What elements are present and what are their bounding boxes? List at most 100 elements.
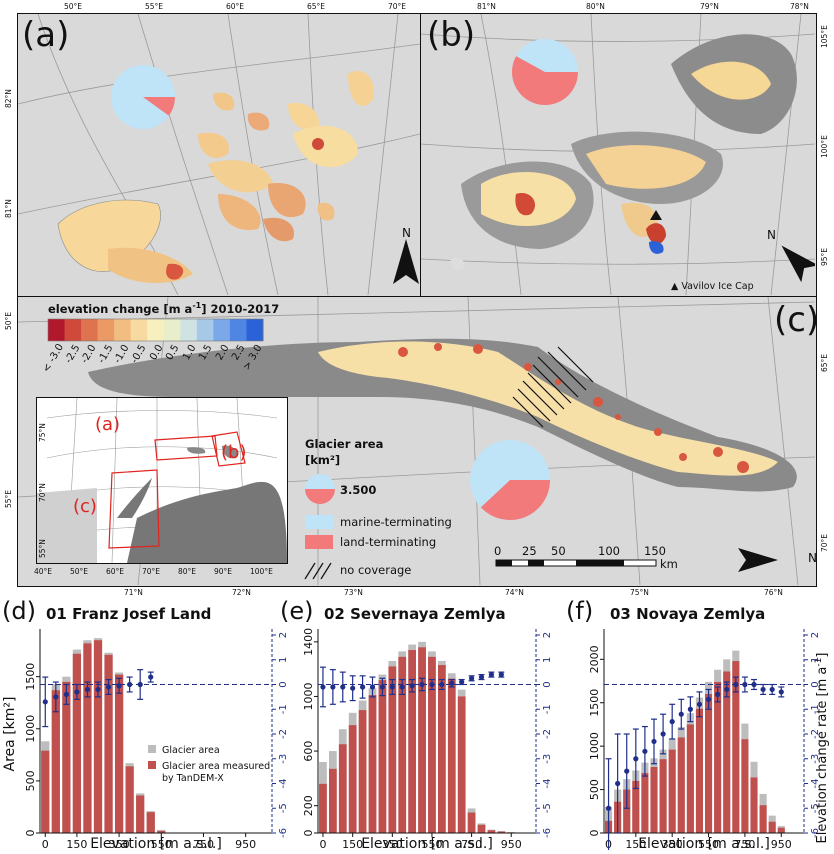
scale-0: 0	[494, 544, 502, 558]
elev-change-point	[769, 686, 775, 693]
colorbar-segment	[48, 319, 66, 341]
elev-change-point	[715, 691, 721, 697]
inset-lat-1: 70°N	[38, 483, 47, 502]
legend-measured-swatch	[148, 761, 156, 769]
x-tick-label: 150	[66, 838, 87, 850]
pie-c	[470, 440, 550, 520]
panel-label-a: (a)	[22, 15, 70, 55]
bar-measured	[477, 824, 486, 833]
tick-a-lon-3: 65°E	[307, 2, 326, 11]
bar-measured	[732, 661, 740, 833]
elev-change-point	[488, 672, 495, 678]
y2-tick-label: -4	[810, 779, 821, 789]
inset-lat-2: 55°N	[38, 539, 47, 558]
x-axis-title: Elevation [m a.s.l.]	[638, 836, 770, 850]
elev-change-point	[760, 686, 766, 693]
colorbar	[47, 318, 264, 342]
histogram-charts: 0 500 1000 1500 2 1 0 -1 -2 -3 -4 -5 -6 0 150 350 550 750…	[0, 595, 834, 854]
chart-title: 01 Franz Josef Land	[46, 605, 211, 623]
tick-a-lon-2: 60°E	[226, 2, 245, 11]
legend-measured-label: Glacier area measured	[162, 761, 270, 772]
elev-change-point	[42, 699, 48, 705]
bar-measured	[157, 830, 166, 833]
chart-title: 03 Novaya Zemlya	[610, 605, 765, 623]
legend-area-value: 3.500	[340, 483, 377, 497]
tick-b-lon-3: 78°N	[790, 2, 809, 11]
north-arrow-b	[781, 245, 815, 283]
elev-change-point	[399, 684, 405, 690]
elev-change-point	[449, 680, 455, 686]
colorbar-title-pre: elevation change [m a	[48, 301, 193, 316]
y2-tick-label: 1	[278, 657, 289, 663]
elev-change-point	[605, 805, 612, 811]
y2-tick-label: -6	[542, 828, 553, 838]
bar-measured	[319, 783, 327, 833]
y-tick-label: 500	[588, 779, 601, 800]
y2-tick-label: -6	[278, 828, 289, 838]
y-tick-label: 500	[24, 770, 37, 791]
bar-measured	[388, 666, 397, 833]
elev-change-point	[669, 719, 675, 725]
y-tick-label: 1500	[24, 663, 37, 691]
elev-change-point	[633, 756, 639, 762]
colorbar-segment	[64, 319, 82, 341]
bar-measured	[759, 805, 767, 833]
colorbar-segment	[81, 319, 99, 341]
pie-slice-land	[512, 56, 578, 105]
elev-change-point	[439, 681, 445, 688]
y2-tick-label: -3	[278, 754, 289, 764]
legend-nocov-swatch	[304, 562, 332, 580]
colorbar-segment	[213, 319, 231, 341]
elev-change-point	[419, 681, 425, 688]
elev-change-point	[95, 686, 101, 693]
x-tick-label: 950	[235, 838, 256, 850]
x-tick-label: 150	[342, 838, 363, 850]
novaya-zemlya-ice	[318, 341, 778, 476]
y-tick-label: 2000	[588, 645, 601, 673]
scale-100: 100	[598, 544, 620, 558]
elev-change-point	[651, 738, 657, 745]
tick-c-lat-right-0: 65°E	[820, 353, 829, 372]
pie-b	[512, 39, 578, 105]
tick-c-lat-left-0: 50°E	[4, 311, 13, 330]
north-label-c: N	[808, 551, 817, 565]
elev-change-point	[459, 679, 465, 685]
elev-change-point	[660, 731, 666, 737]
x-tick-label: 750	[193, 838, 214, 850]
novaya-zemlya-south	[88, 338, 797, 492]
elev-change-point	[624, 768, 630, 774]
y2-tick-label: 2	[278, 632, 289, 638]
chart-3: 0500100015002000210-1-2-3-4-5-6015035055…	[566, 597, 830, 854]
bar-measured	[641, 773, 649, 833]
legend-nocov: no coverage	[340, 563, 412, 577]
elev-change-point	[320, 684, 326, 690]
bar-measured	[51, 690, 60, 833]
bar-measured	[777, 827, 785, 833]
elev-change-point	[498, 672, 504, 678]
inset-region-b: (b)	[221, 442, 247, 463]
elev-change-point	[778, 689, 784, 695]
bar-measured	[768, 821, 776, 833]
chart-2: 0 200 600 1000 1400 2 1 0 -1 -2 -3 -4 -5 -6 0 150 350 550…	[280, 597, 553, 852]
bar-measured	[398, 656, 407, 833]
elev-change-point	[53, 694, 59, 700]
y-tick-label: 0	[302, 830, 315, 837]
elev-change-point	[742, 681, 748, 688]
bar-measured	[714, 681, 722, 833]
y2-tick-label: 1	[810, 657, 821, 663]
x-axis-title: Elevation [m a.s.l.]	[361, 836, 493, 850]
bar-measured	[368, 695, 377, 833]
x-tick-label: 0	[319, 838, 326, 850]
y2-tick-label: 0	[542, 681, 553, 687]
colorbar-segment	[180, 319, 198, 341]
bar-measured	[328, 768, 337, 833]
bar-measured	[659, 759, 667, 833]
bar-measured	[348, 725, 357, 833]
bar-measured	[41, 750, 50, 833]
colorbar-segment	[114, 319, 132, 341]
map-panel-c: (c) elevation change [m a-1] 2010-2017 <…	[17, 296, 817, 587]
inset-lon-0: 40°E	[34, 567, 53, 576]
legend-area-unit: [km²]	[305, 453, 341, 467]
legend-total-swatch	[148, 745, 156, 753]
y2-tick-label: -4	[542, 779, 553, 789]
